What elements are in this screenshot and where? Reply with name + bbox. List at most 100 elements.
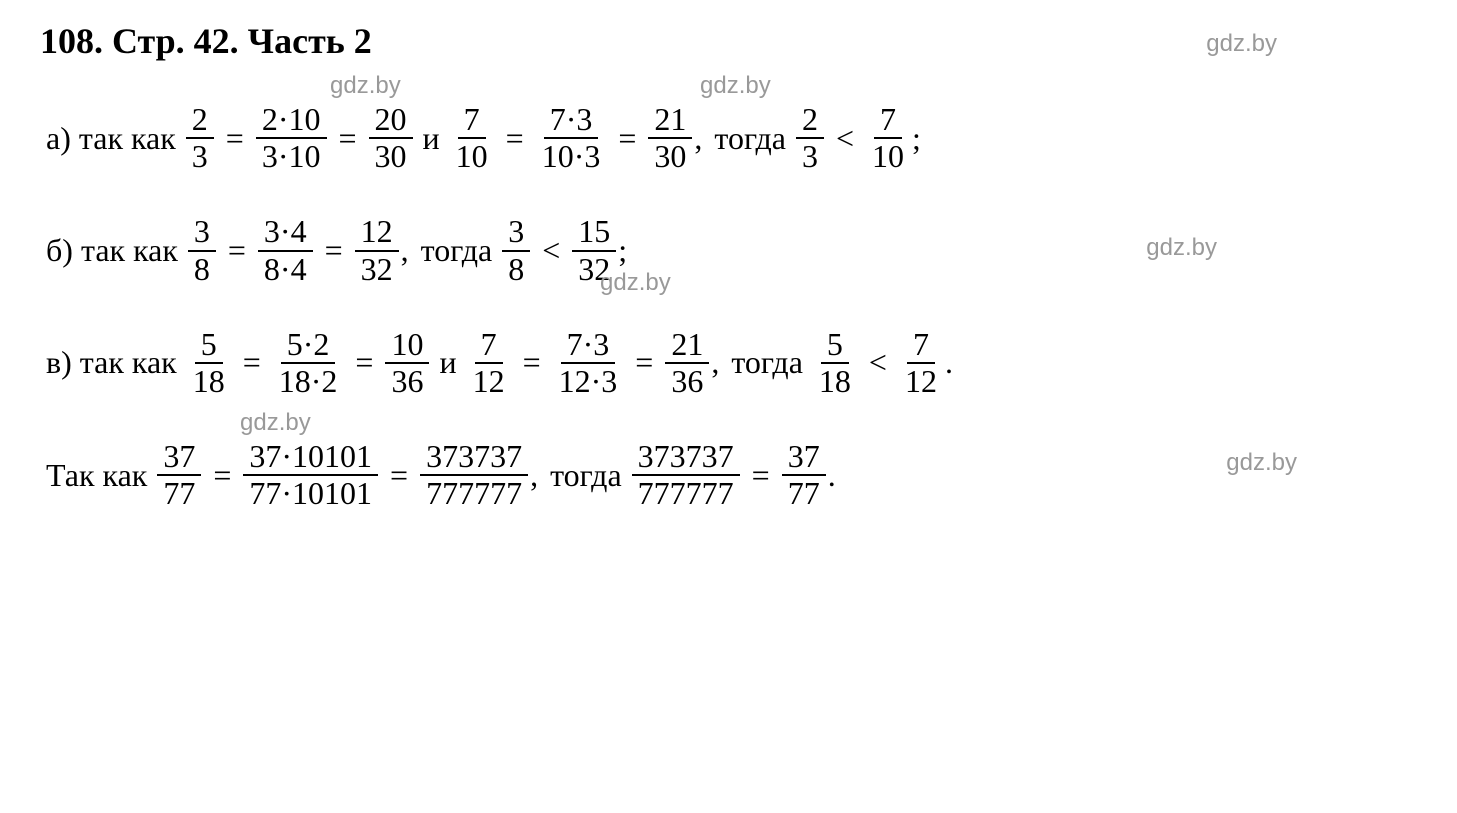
- line-d: gdz.by Так как 3777 = 37·1010177·10101 =…: [40, 439, 1417, 511]
- equals: =: [390, 457, 408, 494]
- fraction: 1036: [385, 327, 429, 399]
- fraction: 710: [450, 102, 494, 174]
- numerator: 21: [665, 327, 709, 364]
- fraction: 2136: [665, 327, 709, 399]
- fraction: 518: [187, 327, 231, 399]
- denominator: 3·10: [256, 139, 327, 174]
- denominator: 18: [187, 364, 231, 399]
- and-text: и: [423, 120, 440, 157]
- denominator: 12: [467, 364, 511, 399]
- watermark: gdz.by: [600, 269, 671, 297]
- equals: =: [243, 344, 261, 381]
- denominator: 3: [796, 139, 824, 174]
- fraction: 373737777777: [420, 439, 528, 511]
- fraction: 373737777777: [632, 439, 740, 511]
- period: .: [945, 344, 953, 381]
- comma: ,: [401, 232, 409, 269]
- fraction: 2·103·10: [256, 102, 327, 174]
- numerator: 12: [355, 214, 399, 251]
- and-text: и: [439, 344, 456, 381]
- watermark: gdz.by: [1146, 234, 1217, 262]
- line-b-label: б) так как: [46, 232, 178, 269]
- then-text: тогда: [714, 120, 786, 157]
- line-a-label: а) так как: [46, 120, 176, 157]
- denominator: 10: [866, 139, 910, 174]
- then-text: тогда: [421, 232, 493, 269]
- equals: =: [213, 457, 231, 494]
- denominator: 12: [899, 364, 943, 399]
- equals: =: [635, 344, 653, 381]
- numerator: 37: [782, 439, 826, 476]
- fraction: 3777: [782, 439, 826, 511]
- watermark: gdz.by: [1226, 449, 1297, 477]
- denominator: 30: [648, 139, 692, 174]
- fraction: 518: [813, 327, 857, 399]
- denominator: 10: [450, 139, 494, 174]
- line-c-label: в) так как: [46, 344, 177, 381]
- denominator: 77: [782, 476, 826, 511]
- fraction: 7·312·3: [553, 327, 624, 399]
- comma: ,: [530, 457, 538, 494]
- line-a: gdz.by gdz.by а) так как 23 = 2·103·10 =…: [40, 102, 1417, 174]
- equals: =: [752, 457, 770, 494]
- numerator: 5: [821, 327, 849, 364]
- numerator: 20: [369, 102, 413, 139]
- denominator: 3: [186, 139, 214, 174]
- numerator: 7·3: [561, 327, 616, 364]
- semicolon: ;: [912, 120, 921, 157]
- period: .: [828, 457, 836, 494]
- equals: =: [355, 344, 373, 381]
- denominator: 36: [665, 364, 709, 399]
- numerator: 3: [188, 214, 216, 251]
- numerator: 5·2: [281, 327, 336, 364]
- denominator: 30: [369, 139, 413, 174]
- numerator: 5: [195, 327, 223, 364]
- numerator: 2: [186, 102, 214, 139]
- line-d-label: Так как: [46, 457, 147, 494]
- fraction: 2130: [648, 102, 692, 174]
- numerator: 3·4: [258, 214, 313, 251]
- numerator: 7: [458, 102, 486, 139]
- equals: =: [325, 232, 343, 269]
- less-than: <: [869, 344, 887, 381]
- numerator: 373737: [632, 439, 740, 476]
- fraction: 37·1010177·10101: [243, 439, 378, 511]
- numerator: 7: [907, 327, 935, 364]
- fraction: 23: [186, 102, 214, 174]
- equals: =: [506, 120, 524, 157]
- fraction: 23: [796, 102, 824, 174]
- denominator: 32: [355, 252, 399, 287]
- equals: =: [523, 344, 541, 381]
- denominator: 777777: [420, 476, 528, 511]
- fraction: 3777: [157, 439, 201, 511]
- fraction: 2030: [369, 102, 413, 174]
- denominator: 18: [813, 364, 857, 399]
- fraction: 712: [467, 327, 511, 399]
- less-than: <: [542, 232, 560, 269]
- watermark: gdz.by: [330, 72, 401, 100]
- numerator: 3: [502, 214, 530, 251]
- denominator: 36: [385, 364, 429, 399]
- line-c: в) так как 518 = 5·218·2 = 1036 и 712 = …: [40, 327, 1417, 399]
- numerator: 15: [572, 214, 616, 251]
- numerator: 2: [796, 102, 824, 139]
- fraction: 38: [188, 214, 216, 286]
- fraction: 5·218·2: [273, 327, 344, 399]
- denominator: 8: [502, 252, 530, 287]
- line-b: б) так как 38 = 3·48·4 = 1232 , тогда 38…: [40, 214, 1417, 286]
- watermark: gdz.by: [700, 72, 771, 100]
- equals: =: [618, 120, 636, 157]
- numerator: 7: [874, 102, 902, 139]
- denominator: 18·2: [273, 364, 344, 399]
- semicolon: ;: [618, 232, 627, 269]
- numerator: 37·10101: [243, 439, 378, 476]
- watermark: gdz.by: [1206, 30, 1277, 58]
- denominator: 77: [157, 476, 201, 511]
- fraction: 712: [899, 327, 943, 399]
- equals: =: [339, 120, 357, 157]
- fraction: 3·48·4: [258, 214, 313, 286]
- denominator: 77·10101: [243, 476, 378, 511]
- numerator: 7: [475, 327, 503, 364]
- less-than: <: [836, 120, 854, 157]
- equals: =: [226, 120, 244, 157]
